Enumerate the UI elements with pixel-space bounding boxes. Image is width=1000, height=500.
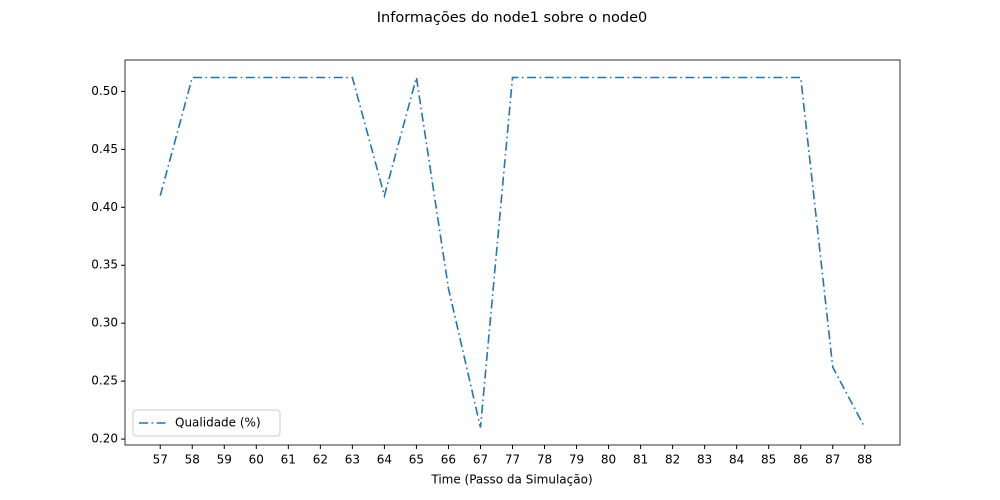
x-tick-label: 83 (697, 453, 712, 467)
x-tick-label: 59 (217, 453, 232, 467)
x-tick-label: 62 (313, 453, 328, 467)
x-tick-label: 87 (825, 453, 840, 467)
x-tick-label: 58 (185, 453, 200, 467)
data-line (159, 76, 866, 428)
x-tick-label: 65 (409, 453, 424, 467)
x-tick-label: 77 (505, 453, 520, 467)
legend-box (132, 409, 281, 437)
chart-title: Informações do node1 sobre o node0 (377, 10, 648, 26)
legend-label: Qualidade (%) (175, 416, 261, 430)
plot-frame (124, 59, 901, 446)
x-tick-label: 60 (249, 453, 264, 467)
y-tick-label: 0.35 (91, 258, 118, 272)
x-tick-label: 81 (633, 453, 648, 467)
x-tick-label: 64 (377, 453, 392, 467)
x-tick-label: 79 (569, 453, 584, 467)
x-tick-label: 82 (665, 453, 680, 467)
y-tick-label: 0.45 (91, 142, 118, 156)
x-tick-label: 84 (729, 453, 744, 467)
x-axis-label: Time (Passo da Simulação) (430, 473, 592, 487)
x-tick-label: 66 (441, 453, 456, 467)
x-tick-label: 80 (601, 453, 616, 467)
x-tick-label: 86 (793, 453, 808, 467)
y-tick-label: 0.40 (91, 200, 118, 214)
x-tick-label: 78 (537, 453, 552, 467)
x-tick-label: 88 (857, 453, 872, 467)
x-tick-label: 63 (345, 453, 360, 467)
x-tick-label: 85 (761, 453, 776, 467)
x-tick-label: 61 (281, 453, 296, 467)
x-tick-label: 67 (473, 453, 488, 467)
y-tick-label: 0.25 (91, 374, 118, 388)
y-tick-label: 0.30 (91, 316, 118, 330)
y-tick-label: 0.20 (91, 432, 118, 446)
x-tick-label: 57 (153, 453, 168, 467)
y-tick-label: 0.50 (91, 84, 118, 98)
